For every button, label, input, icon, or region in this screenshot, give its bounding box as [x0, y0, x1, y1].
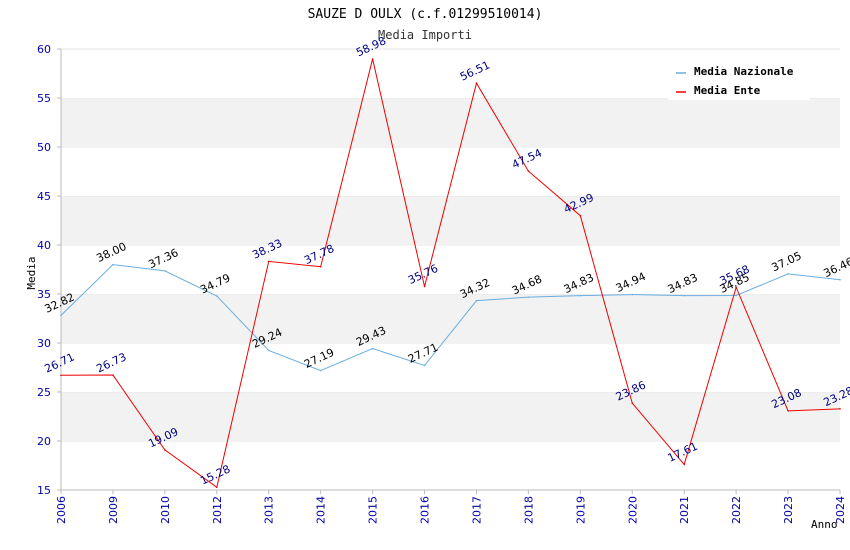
y-axis-label: Media	[25, 256, 38, 289]
grid-band	[61, 294, 840, 343]
x-tick-label: 2018	[522, 496, 535, 524]
legend-label-media-ente: Media Ente	[694, 84, 761, 97]
data-point	[267, 260, 270, 263]
grid-band	[61, 98, 840, 147]
data-point	[735, 286, 737, 289]
x-tick-label: 2009	[107, 496, 120, 524]
data-point	[683, 294, 685, 297]
y-tick-label: 35	[37, 288, 51, 301]
data-point	[579, 214, 582, 217]
y-tick-label: 20	[37, 435, 51, 448]
data-point	[216, 295, 218, 297]
data-point	[164, 270, 166, 272]
x-tick-label: 2020	[626, 496, 639, 524]
data-point	[164, 449, 166, 451]
data-point	[683, 463, 685, 466]
data-point	[112, 263, 114, 266]
grid-band	[61, 392, 840, 441]
data-point	[423, 364, 426, 367]
data-point	[631, 293, 634, 296]
data-point	[423, 285, 426, 288]
data-point	[787, 410, 789, 412]
chart-title: SAUZE D OULX (c.f.01299510014)	[308, 7, 543, 22]
grid-band	[61, 245, 840, 294]
data-point	[60, 374, 62, 377]
data-point	[371, 58, 374, 60]
y-tick-label: 15	[37, 484, 51, 497]
x-tick-label: 2016	[419, 496, 432, 524]
series-line-media-ente	[60, 58, 841, 489]
data-point	[527, 170, 530, 172]
x-tick-label: 2023	[782, 496, 795, 524]
data-point	[112, 374, 114, 376]
legend-label-media-nazionale: Media Nazionale	[694, 65, 794, 78]
y-tick-label: 30	[37, 337, 51, 350]
y-tick-label: 50	[37, 141, 51, 154]
y-axis-ticks: 15 20 25 30 35 40 45 50 55 60	[37, 43, 61, 497]
data-point	[267, 349, 270, 352]
x-tick-label: 2010	[159, 496, 172, 524]
data-point	[475, 299, 478, 302]
x-tick-label: 2017	[470, 496, 483, 524]
data-point	[60, 314, 62, 317]
x-tick-label: 2022	[730, 496, 743, 524]
data-point	[527, 296, 530, 298]
y-tick-label: 40	[37, 239, 51, 252]
grid-band	[61, 343, 840, 392]
y-tick-label: 25	[37, 386, 51, 399]
series-line-media-nazionale	[60, 264, 841, 372]
data-point	[371, 347, 374, 350]
data-point	[787, 273, 789, 275]
plot-frame	[60, 49, 840, 491]
series-lines	[60, 58, 841, 489]
y-tick-label: 45	[37, 190, 51, 203]
data-point	[475, 82, 478, 85]
data-point	[319, 265, 322, 268]
y-tick-label: 55	[37, 92, 51, 105]
x-tick-label: 2024	[834, 496, 847, 524]
x-tick-label: 2014	[315, 496, 328, 524]
data-point	[631, 402, 634, 404]
x-tick-label: 2013	[263, 496, 276, 524]
data-point	[579, 294, 582, 297]
x-tick-label: 2021	[678, 496, 691, 524]
legend-background	[668, 60, 810, 100]
data-point	[216, 486, 218, 489]
grid-band	[61, 147, 840, 196]
x-axis-ticks: 2006 2009 2010 2012 2013 2014 2015 2016 2017 2018…	[55, 490, 847, 524]
grid-band	[61, 441, 840, 490]
legend: Media Nazionale Media Ente	[668, 60, 810, 100]
x-tick-label: 2015	[367, 496, 380, 524]
data-point	[839, 278, 841, 281]
x-tick-label: 2012	[211, 496, 224, 524]
grid-band	[61, 196, 840, 245]
data-point	[839, 408, 841, 410]
y-tick-label: 60	[37, 43, 51, 56]
x-axis-label: Anno	[811, 518, 838, 531]
data-point	[735, 294, 737, 297]
x-tick-label: 2006	[55, 496, 68, 524]
grid-bands	[61, 48, 840, 490]
x-tick-label: 2019	[574, 496, 587, 524]
data-point	[319, 369, 322, 372]
chart-subtitle: Media Importi	[378, 28, 472, 42]
